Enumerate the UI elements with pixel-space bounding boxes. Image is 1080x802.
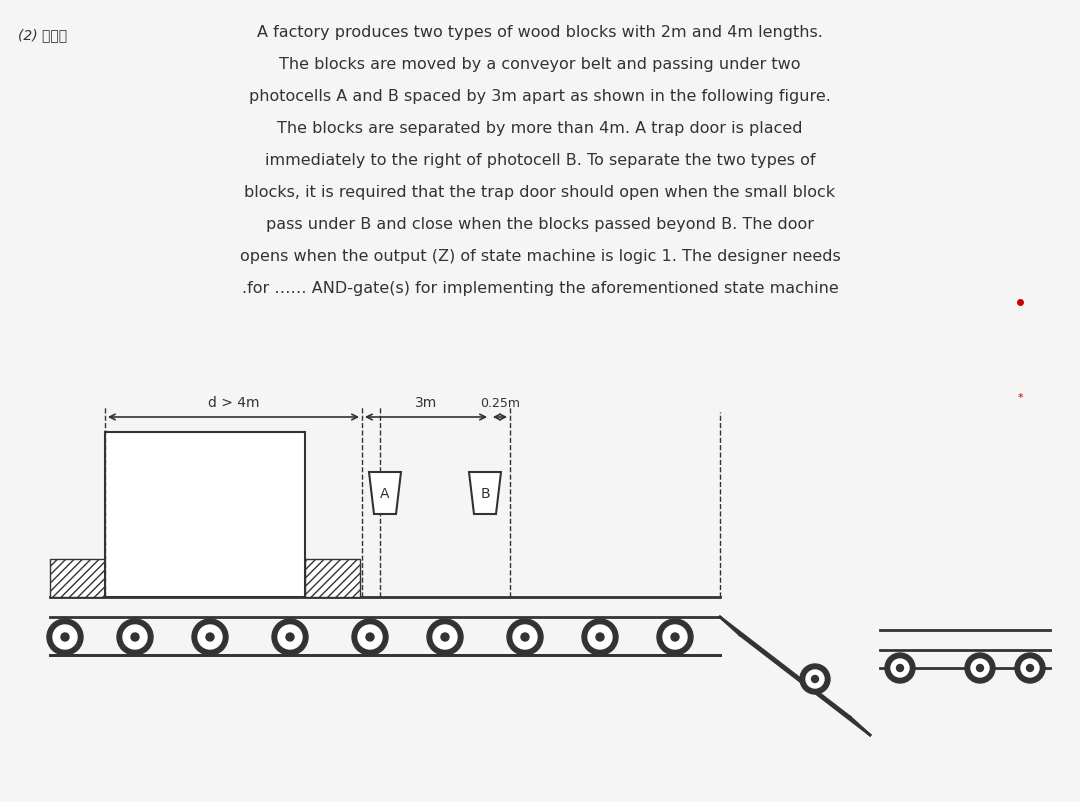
Bar: [305, 559, 360, 597]
Circle shape: [885, 653, 915, 683]
Circle shape: [596, 634, 604, 642]
Text: opens when the output (Z) of state machine is logic 1. The designer needs: opens when the output (Z) of state machi…: [240, 249, 840, 264]
Circle shape: [663, 626, 687, 649]
Text: immediately to the right of photocell B. To separate the two types of: immediately to the right of photocell B.…: [265, 153, 815, 168]
Text: photocells A and B spaced by 3m apart as shown in the following figure.: photocells A and B spaced by 3m apart as…: [249, 89, 831, 104]
Text: blocks, it is required that the trap door should open when the small block: blocks, it is required that the trap doo…: [244, 184, 836, 200]
Circle shape: [427, 619, 463, 655]
Circle shape: [976, 665, 984, 671]
Circle shape: [366, 634, 374, 642]
Text: 0.25m: 0.25m: [480, 396, 519, 410]
Text: The blocks are moved by a conveyor belt and passing under two: The blocks are moved by a conveyor belt …: [280, 57, 800, 72]
Circle shape: [966, 653, 995, 683]
Text: *: *: [1017, 392, 1023, 403]
Circle shape: [53, 626, 77, 649]
Text: 3m: 3m: [415, 395, 437, 410]
Circle shape: [198, 626, 222, 649]
Circle shape: [117, 619, 153, 655]
Circle shape: [441, 634, 449, 642]
Polygon shape: [369, 472, 401, 514]
Circle shape: [1015, 653, 1045, 683]
Circle shape: [352, 619, 388, 655]
Circle shape: [588, 626, 612, 649]
Circle shape: [811, 675, 819, 683]
Circle shape: [206, 634, 214, 642]
Circle shape: [800, 664, 831, 695]
Circle shape: [433, 626, 457, 649]
Circle shape: [582, 619, 618, 655]
Text: The blocks are separated by more than 4m. A trap door is placed: The blocks are separated by more than 4m…: [278, 121, 802, 136]
Circle shape: [123, 626, 147, 649]
Circle shape: [891, 659, 909, 677]
Circle shape: [60, 634, 69, 642]
Text: (2) شكل: (2) شكل: [18, 28, 67, 42]
Circle shape: [671, 634, 679, 642]
Circle shape: [286, 634, 294, 642]
Circle shape: [507, 619, 543, 655]
Circle shape: [806, 670, 824, 688]
Text: pass under B and close when the blocks passed beyond B. The door: pass under B and close when the blocks p…: [266, 217, 814, 232]
Circle shape: [521, 634, 529, 642]
Text: B: B: [481, 486, 490, 500]
Bar: [50, 559, 105, 597]
Circle shape: [1021, 659, 1039, 677]
Circle shape: [1026, 665, 1034, 671]
Circle shape: [48, 619, 83, 655]
Circle shape: [192, 619, 228, 655]
Text: d > 4m: d > 4m: [207, 395, 259, 410]
Circle shape: [131, 634, 139, 642]
Text: A: A: [380, 486, 390, 500]
Text: .for …… AND-gate(s) for implementing the aforementioned state machine: .for …… AND-gate(s) for implementing the…: [242, 281, 838, 296]
Bar: [105, 432, 305, 597]
Circle shape: [357, 626, 382, 649]
Polygon shape: [469, 472, 501, 514]
Circle shape: [278, 626, 302, 649]
Circle shape: [272, 619, 308, 655]
Text: A factory produces two types of wood blocks with 2m and 4m lengths.: A factory produces two types of wood blo…: [257, 25, 823, 40]
Circle shape: [657, 619, 693, 655]
Circle shape: [896, 665, 904, 671]
Circle shape: [971, 659, 989, 677]
Circle shape: [513, 626, 537, 649]
